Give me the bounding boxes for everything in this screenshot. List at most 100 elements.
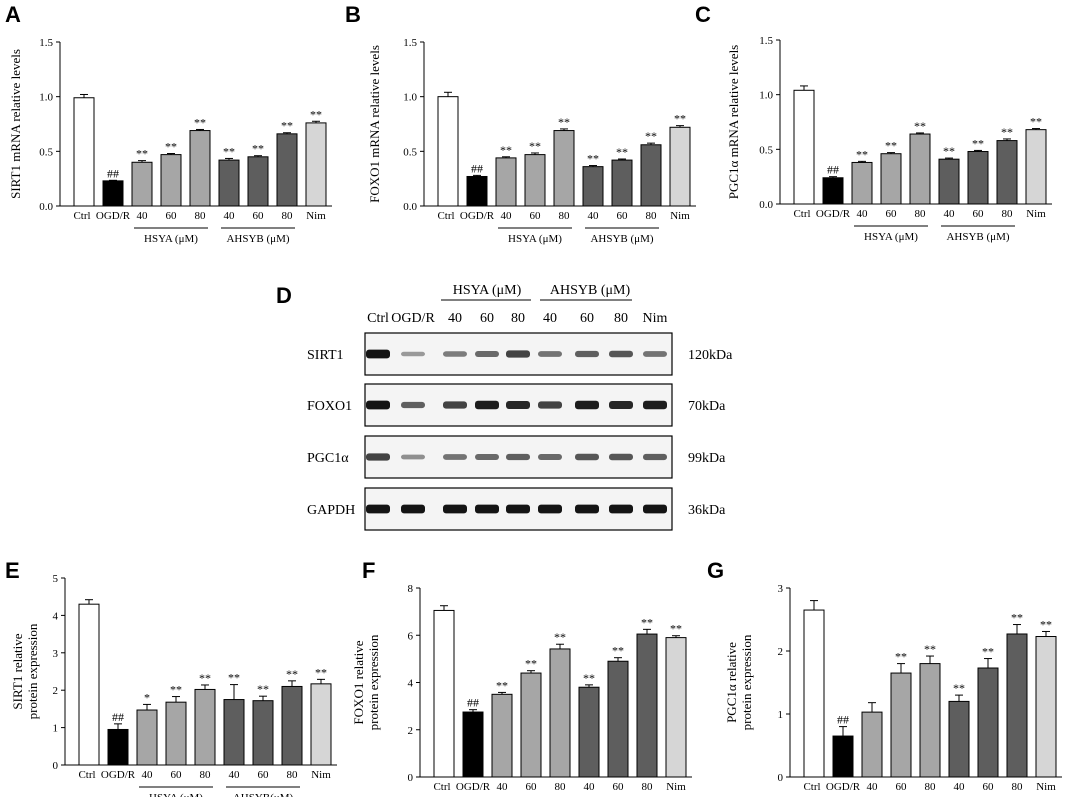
wb-size-label: 36kDa	[688, 503, 726, 518]
category-label: Nim	[1036, 781, 1056, 793]
bar-80	[919, 663, 941, 778]
significance-label: **	[953, 681, 965, 695]
y-axis-label: PGC1α mRNA relative levels	[726, 45, 741, 200]
wb-row-sirt1: SIRT1 120kDa	[307, 332, 733, 376]
category-label: 60	[526, 781, 538, 793]
significance-label: **	[587, 152, 599, 166]
bar-ogdr	[832, 735, 854, 778]
bar-60	[520, 672, 542, 778]
y-tick-label: 0	[53, 760, 59, 772]
wb-band	[401, 401, 425, 409]
bar-80	[276, 133, 298, 207]
significance-label: **	[525, 657, 537, 671]
bar-ctrl	[793, 89, 815, 205]
y-tick-label: 1.0	[39, 92, 53, 104]
significance-label: **	[286, 667, 298, 681]
category-label: 80	[282, 210, 294, 222]
significance-label: **	[136, 147, 148, 161]
bar-60	[165, 701, 187, 766]
significance-label: **	[972, 136, 984, 150]
significance-label: **	[1001, 125, 1013, 139]
category-label: 60	[886, 208, 898, 220]
category-label: 60	[896, 781, 908, 793]
wb-band	[538, 401, 562, 409]
category-label: 60	[530, 210, 542, 222]
wb-band	[443, 351, 467, 357]
wb-band	[643, 400, 667, 410]
significance-label: ##	[467, 696, 479, 710]
y-tick-label: 1.5	[403, 37, 417, 49]
bar-80	[636, 633, 658, 778]
y-axis-label-line: SIRT1 relative	[10, 633, 25, 709]
significance-label: **	[228, 671, 240, 685]
significance-label: **	[645, 129, 657, 143]
significance-label: **	[529, 139, 541, 153]
bar-40	[948, 700, 970, 778]
category-label: OGD/R	[816, 208, 851, 220]
significance-label: ##	[827, 163, 839, 177]
bar-80	[1006, 633, 1028, 778]
y-tick-label: 4	[53, 610, 59, 622]
wb-row-foxo1: FOXO1 70kDa	[307, 383, 726, 427]
category-label: OGD/R	[456, 781, 491, 793]
significance-label: **	[641, 615, 653, 629]
y-tick-label: 5	[53, 573, 59, 585]
category-label: 40	[224, 210, 236, 222]
bar-40	[578, 686, 600, 778]
wb-band	[609, 350, 633, 358]
bar-40	[131, 161, 153, 207]
bar-40	[495, 157, 517, 207]
wb-protein-label: FOXO1	[307, 399, 352, 414]
wb-band	[475, 454, 499, 460]
category-label: Nim	[670, 210, 690, 222]
chart-c: C PGC1α mRNA relative levels 0.0 0.5 1.0 1.5 C…	[695, 2, 1052, 243]
wb-band	[575, 400, 599, 410]
significance-label: **	[310, 107, 322, 121]
category-label: 40	[137, 210, 149, 222]
group-label-hsya: HSYA (μM)	[144, 233, 198, 245]
panel-letter-d: D	[276, 283, 292, 308]
y-tick-label: 0.5	[759, 144, 773, 156]
category-label: 40	[497, 781, 509, 793]
significance-label: **	[612, 644, 624, 658]
bar-80	[194, 688, 216, 766]
category-label: 80	[195, 210, 207, 222]
bar-ctrl	[437, 96, 459, 207]
category-label: 40	[857, 208, 869, 220]
significance-label: **	[924, 642, 936, 656]
wb-row-pgc1: PGC1α 99kDa	[307, 435, 726, 479]
category-label: 80	[925, 781, 937, 793]
significance-label: **	[943, 144, 955, 158]
bar-80	[189, 130, 211, 207]
significance-label: **	[252, 142, 264, 156]
wb-band	[443, 401, 467, 409]
wb-band	[538, 504, 562, 514]
wb-band	[575, 453, 599, 461]
wb-lane-label: Ctrl	[367, 311, 389, 326]
bar-40	[938, 158, 960, 205]
group-label-hsya: HSYA (μM)	[508, 233, 562, 245]
bar-ctrl	[803, 609, 825, 778]
category-label: 80	[915, 208, 927, 220]
wb-band	[575, 504, 599, 514]
wb-band	[609, 453, 633, 461]
y-tick-label: 1.5	[759, 35, 773, 47]
wb-band	[506, 350, 530, 358]
y-tick-label: 3	[778, 583, 784, 595]
category-label: 60	[613, 781, 625, 793]
significance-label: **	[257, 682, 269, 696]
bar-ctrl	[433, 609, 455, 778]
group-label-ahsyb: AHSYB (μM)	[226, 233, 289, 245]
wb-band	[443, 504, 467, 514]
category-label: Nim	[311, 769, 331, 781]
y-tick-label: 0	[408, 772, 414, 784]
significance-label: **	[223, 144, 235, 158]
y-axis-label-line: protein expression	[739, 634, 754, 730]
wb-band	[506, 400, 530, 410]
bar-nim	[305, 122, 327, 207]
y-tick-label: 2	[778, 646, 784, 658]
significance-label: **	[165, 140, 177, 154]
wb-size-label: 70kDa	[688, 399, 726, 414]
wb-lane-label: OGD/R	[391, 311, 435, 326]
significance-label: **	[674, 112, 686, 126]
